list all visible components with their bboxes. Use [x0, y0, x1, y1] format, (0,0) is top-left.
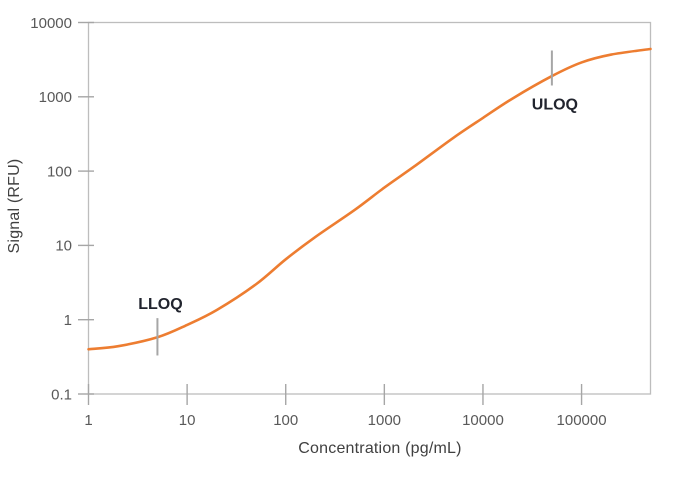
x-axis-title: Concentration (pg/mL)	[298, 440, 462, 457]
y-tick-label: 1	[64, 312, 72, 329]
y-tick-label: 1000	[39, 89, 72, 106]
plot-border	[87, 21, 652, 395]
x-tick-label: 10	[179, 412, 196, 429]
x-tick-label: 10000	[462, 412, 504, 429]
y-tick-label: 10	[55, 238, 72, 255]
calibration-curve	[87, 47, 652, 351]
y-axis-title: Signal (RFU)	[6, 158, 23, 254]
uloq-label: ULOQ	[532, 96, 578, 113]
y-tick-label: 100	[47, 163, 72, 180]
y-tick-label: 0.1	[51, 386, 72, 403]
y-tick-label: 10000	[30, 15, 72, 32]
x-tick-label: 1000	[368, 412, 401, 429]
x-tick-label: 100000	[557, 412, 607, 429]
x-tick-label: 100	[273, 412, 298, 429]
lloq-label: LLOQ	[138, 296, 182, 313]
x-tick-label: 1	[84, 412, 92, 429]
